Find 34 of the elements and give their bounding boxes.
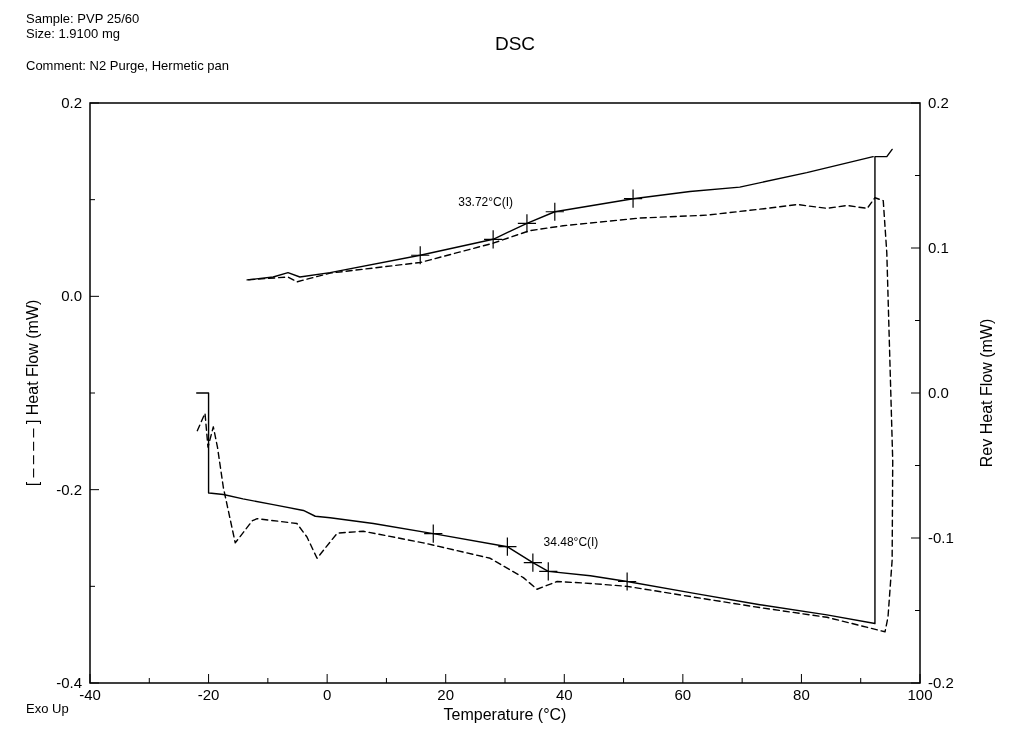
point — [538, 561, 558, 582]
point — [497, 537, 518, 557]
point — [617, 571, 637, 592]
text: Size: 1.9100 mg — [26, 26, 120, 41]
y2-tick-label: -0.1 — [928, 529, 954, 546]
y-tick-label: -0.4 — [56, 674, 82, 691]
x-tick-label: 0 — [322, 686, 332, 703]
annotation: 34.48°C(I) — [543, 535, 599, 550]
point — [545, 202, 565, 222]
text: Sample: PVP 25/60 — [26, 11, 140, 26]
y-tick-label: 0.2 — [61, 94, 82, 111]
point — [517, 213, 537, 234]
point — [483, 229, 503, 249]
x-axis-title: Temperature (°C) — [443, 706, 567, 723]
x-tick-label: 20 — [437, 686, 455, 703]
x-tick-label: 40 — [555, 686, 573, 703]
x-tick-label: -20 — [197, 686, 220, 703]
point — [623, 189, 643, 209]
y-axis-title: [ – – – – ] Heat Flow (mW) — [24, 299, 41, 487]
chart-title: DSC — [494, 33, 536, 54]
text: Exo Up — [26, 701, 69, 716]
y2-tick-label: 0.1 — [928, 239, 949, 256]
y2-axis-title: Rev Heat Flow (mW) — [978, 318, 995, 468]
x-tick-label: 80 — [793, 686, 810, 703]
x-tick-label: 60 — [674, 686, 692, 703]
y-tick-label: -0.2 — [56, 480, 82, 498]
y2-tick-label: 0.0 — [928, 384, 949, 401]
y-tick-label: 0.0 — [61, 287, 82, 305]
annotation: 33.72°C(I) — [458, 195, 514, 210]
text: Comment: N2 Purge, Hermetic pan — [26, 58, 230, 73]
point — [523, 552, 543, 573]
point — [423, 523, 443, 544]
point — [410, 245, 430, 265]
y2-tick-label: 0.2 — [928, 94, 949, 111]
